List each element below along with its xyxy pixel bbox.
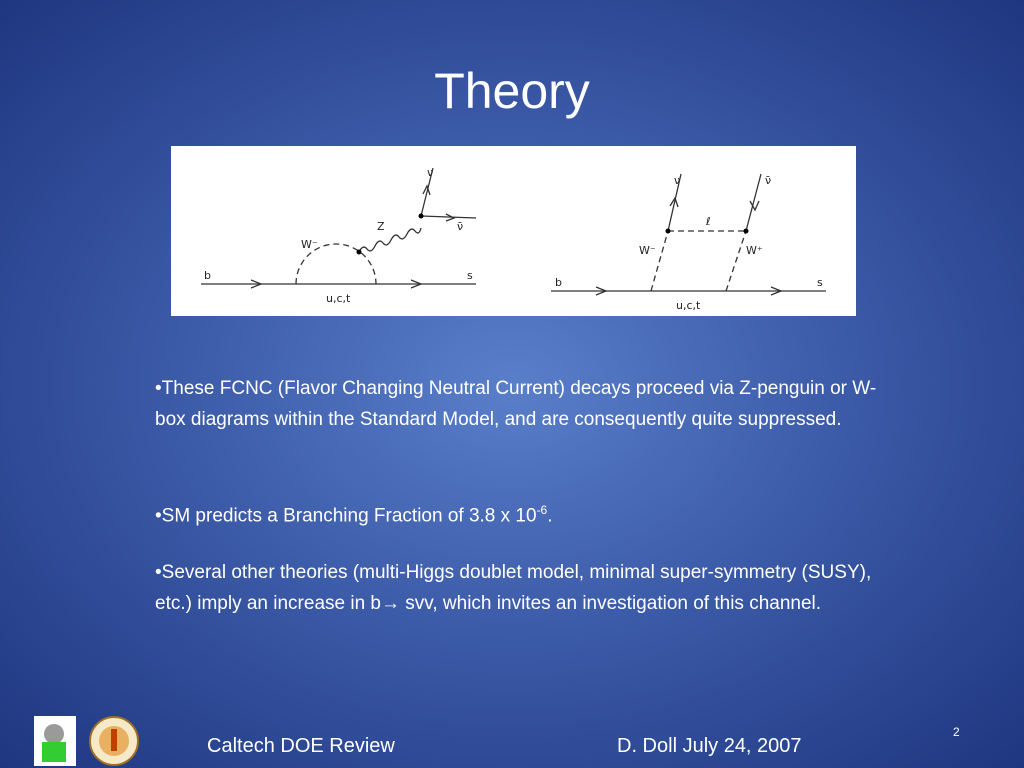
label: W⁻ xyxy=(639,244,656,257)
bullet: •These FCNC (Flavor Changing Neutral Cur… xyxy=(155,373,880,435)
label: ℓ xyxy=(705,215,711,228)
label: W⁺ xyxy=(746,244,763,257)
label: W⁻ xyxy=(301,238,318,251)
page-number: 2 xyxy=(953,725,960,739)
label: u,c,t xyxy=(326,292,351,305)
bullet-text: •SM predicts a Branching Fraction of 3.8… xyxy=(155,505,537,527)
label: u,c,t xyxy=(676,299,701,312)
bullet-text: •These FCNC (Flavor Changing Neutral Cur… xyxy=(155,378,877,430)
title: Theory xyxy=(434,63,590,119)
bullet-text: svv, which invites an investigation of t… xyxy=(400,593,822,614)
bullet-text: •Several other theories (multi-Higgs dou… xyxy=(155,562,872,614)
label: b xyxy=(555,276,562,289)
label: Z xyxy=(377,220,385,233)
superscript: -6 xyxy=(536,503,548,517)
footer-left: Caltech DOE Review xyxy=(207,735,395,757)
bullet: •SM predicts a Branching Fraction of 3.8… xyxy=(155,495,880,531)
label: ν̄ xyxy=(457,220,463,233)
label: s xyxy=(817,276,823,289)
label: ν̄ xyxy=(765,174,771,187)
bullet-text: . xyxy=(547,505,553,527)
label: b xyxy=(204,269,211,282)
feynman-diagrams: b s u,c,t W⁻ Z ν ν̄ b s u,c,t W⁻ W⁺ ℓ ν … xyxy=(171,146,856,316)
footer-right: D. Doll July 24, 2007 xyxy=(617,735,802,757)
logos xyxy=(34,716,139,766)
label: ν xyxy=(674,174,680,187)
arrow: → xyxy=(381,593,400,614)
label: ν xyxy=(427,166,433,179)
bullet: •Several other theories (multi-Higgs dou… xyxy=(155,557,880,619)
label: s xyxy=(467,269,473,282)
